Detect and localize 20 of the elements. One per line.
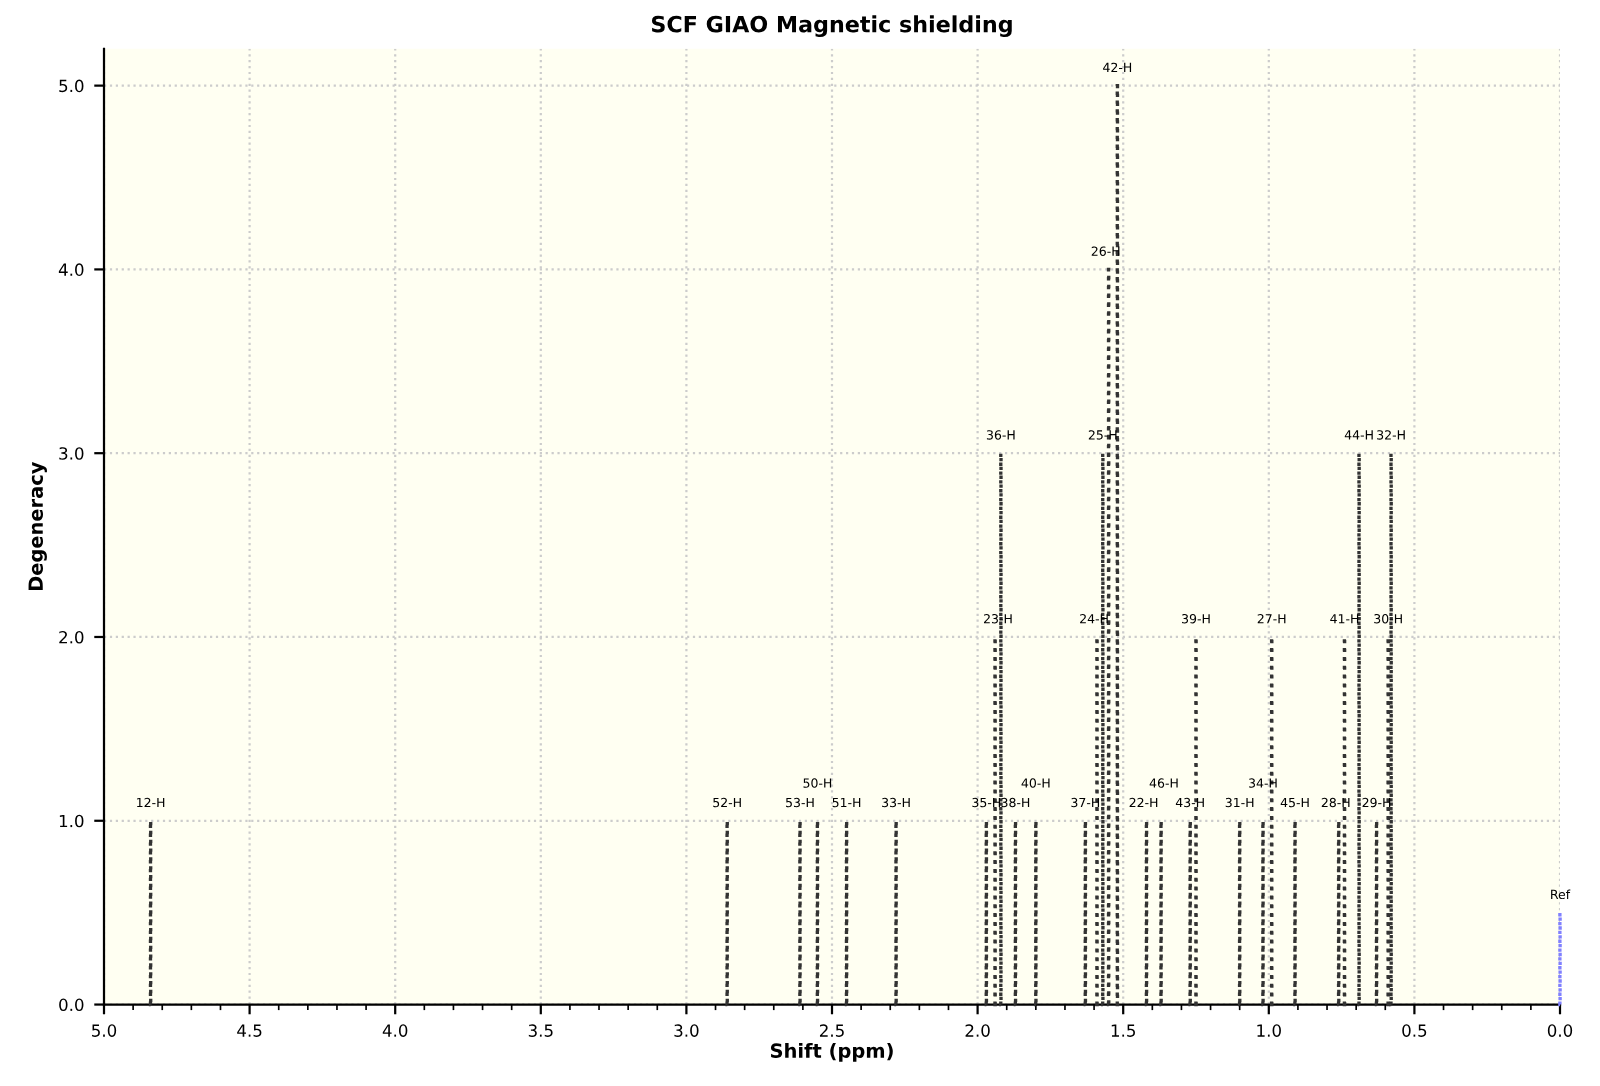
x-tick-label: 2.0 xyxy=(965,1024,990,1037)
x-tick-label: 3.5 xyxy=(528,1024,553,1037)
x-tick-label: 3.0 xyxy=(674,1024,699,1037)
x-tick-label: 1.5 xyxy=(1111,1024,1135,1037)
y-axis-title: Degeneracy xyxy=(28,461,47,591)
y-tick-label: 2.0 xyxy=(59,630,84,644)
y-tick-label: 4.0 xyxy=(58,263,84,276)
y-tick-label: 1.0 xyxy=(59,814,84,828)
x-tick-label: 1.0 xyxy=(1257,1024,1281,1037)
x-tick-label: 0.0 xyxy=(1547,1024,1573,1037)
x-tick-label: 0.5 xyxy=(1402,1024,1427,1037)
y-tick-label: 3.0 xyxy=(59,447,84,460)
x-tick-label: 4.0 xyxy=(382,1024,408,1037)
y-tick-label: 5.0 xyxy=(59,79,84,93)
x-tick-label: 4.5 xyxy=(237,1024,262,1037)
x-tick-label: 5.0 xyxy=(92,1024,117,1037)
y-tick-label: 0.0 xyxy=(59,998,84,1012)
chart-title: SCF GIAO Magnetic shielding xyxy=(651,15,1012,37)
x-tick-label: 2.5 xyxy=(819,1024,844,1037)
x-axis-title: Shift (ppm) xyxy=(770,1042,893,1062)
